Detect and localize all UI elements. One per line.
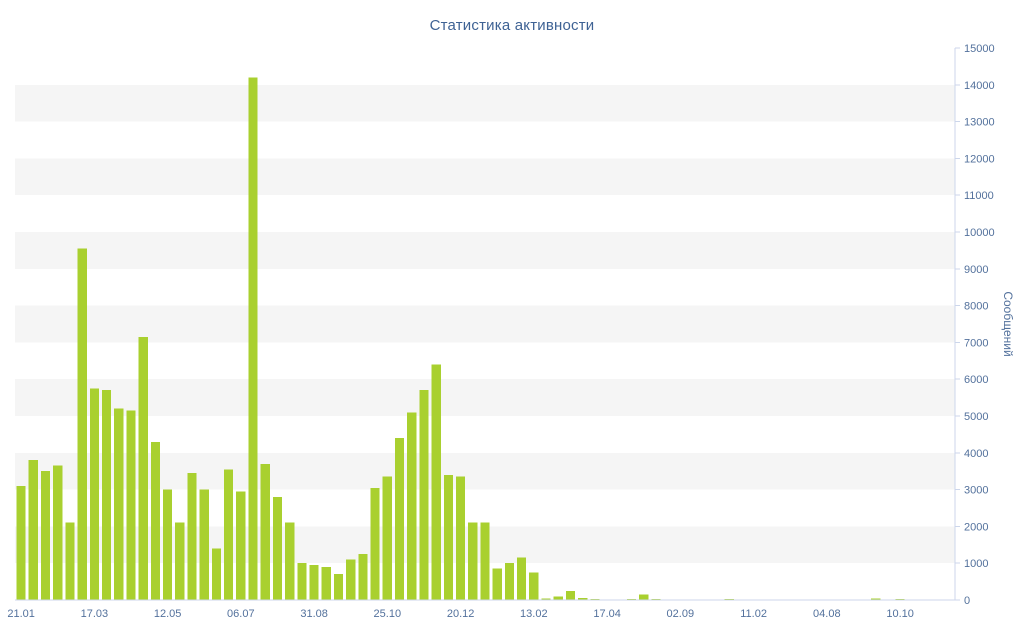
x-tick-label: 04.08 [813,608,841,620]
bar [16,485,26,600]
x-tick-label: 21.01 [7,608,35,620]
y-tick-label: 14000 [964,80,995,92]
x-tick-label: 31.08 [300,608,328,620]
bar [553,596,563,600]
bar [175,522,185,600]
bar [346,559,356,600]
x-tick-label: 13.02 [520,608,548,620]
y-tick-label: 15000 [964,43,995,55]
y-tick-label: 2000 [964,521,988,533]
x-tick-label: 25.10 [374,608,402,620]
x-tick-label: 17.04 [593,608,621,620]
bar [419,390,429,600]
bar [565,590,576,600]
bar [468,522,478,600]
y-tick-label: 6000 [964,374,988,386]
y-tick-label: 7000 [964,337,988,349]
bar [211,548,222,600]
bar [455,476,466,600]
x-tick-label: 20.12 [447,608,475,620]
bar [65,522,75,600]
y-tick-label: 0 [964,595,970,607]
bar [297,563,307,600]
bar [199,489,209,600]
bar [394,438,405,600]
bar [504,563,515,600]
y-tick-label: 12000 [964,153,995,165]
y-tick-label: 4000 [964,448,988,460]
grid-band [15,452,955,490]
bar [871,598,881,600]
bar [101,390,112,600]
bar [639,594,649,600]
bar [480,522,490,600]
bar [431,364,441,600]
chart-title: Статистика активности [429,17,595,34]
bar [40,471,51,600]
bar [443,474,453,600]
bar [370,487,380,600]
bar [651,598,661,600]
x-tick-label: 12.05 [154,608,182,620]
bar [529,572,539,600]
grid-band [15,158,955,196]
bar [382,476,392,600]
bar [272,496,283,600]
bar [285,522,295,600]
bar [53,465,63,600]
x-tick-label: 11.02 [740,608,767,620]
bar [541,598,551,600]
bar [77,248,87,600]
bar [248,77,258,600]
bar [895,598,905,600]
bar [333,574,344,600]
bar [89,388,99,600]
y-tick-label: 1000 [964,558,988,570]
bar [236,491,246,600]
bar [150,441,160,600]
x-tick-label: 02.09 [667,608,695,620]
grid-band [15,84,955,122]
grid-band [15,232,955,269]
bar [28,460,38,600]
grid-band [15,379,955,416]
bar [590,598,600,600]
x-tick-label: 17.03 [81,608,109,620]
bar [126,410,136,600]
bar [224,469,234,600]
y-tick-label: 3000 [964,485,988,497]
x-tick-label: 10.10 [886,608,914,620]
y-tick-label: 13000 [964,117,995,129]
bar [114,408,124,600]
bar [517,557,527,600]
y-tick-label: 5000 [964,411,988,423]
y-tick-label: 8000 [964,301,988,313]
bar [407,412,417,600]
y-axis-title: Сообщений [1001,291,1015,357]
bar [187,473,197,600]
bar [578,597,588,600]
bar [358,554,368,600]
y-tick-label: 10000 [964,227,995,239]
y-tick-label: 11000 [964,190,994,202]
bar [309,565,319,600]
bar [162,489,173,600]
grid-band [15,305,955,343]
bar [492,568,502,600]
x-tick-label: 06.07 [227,608,255,620]
y-tick-label: 9000 [964,264,988,276]
bar [138,336,148,600]
bar [321,566,331,600]
bar [260,463,270,600]
